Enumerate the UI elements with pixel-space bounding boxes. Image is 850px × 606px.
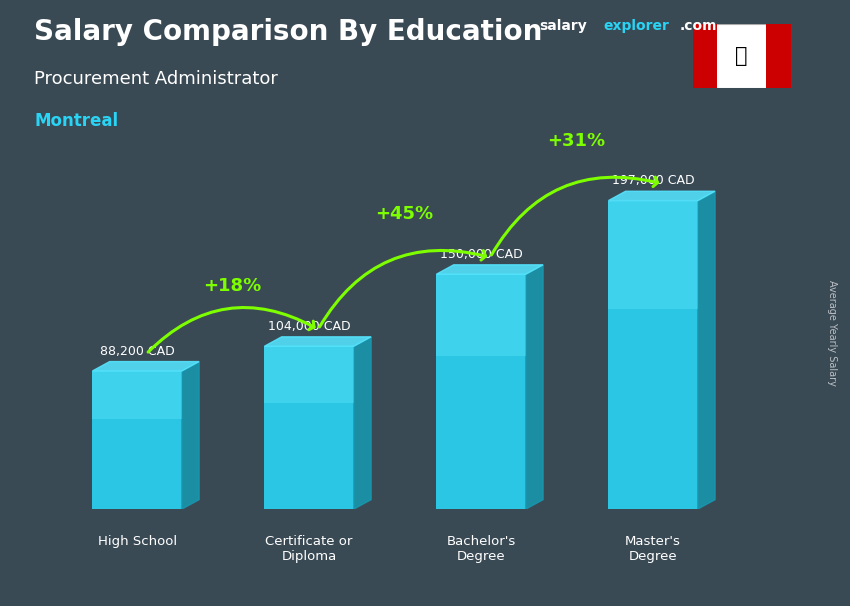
Bar xyxy=(264,346,354,509)
Bar xyxy=(436,274,526,509)
Bar xyxy=(766,24,790,88)
Text: Bachelor's
Degree: Bachelor's Degree xyxy=(446,535,516,564)
Text: +45%: +45% xyxy=(375,205,434,223)
Bar xyxy=(436,274,526,356)
Bar xyxy=(609,201,698,509)
Text: Montreal: Montreal xyxy=(34,112,118,130)
Polygon shape xyxy=(93,362,199,371)
Bar xyxy=(93,371,182,509)
Bar xyxy=(93,371,182,419)
Text: 104,000 CAD: 104,000 CAD xyxy=(268,320,350,333)
Text: Salary Comparison By Education: Salary Comparison By Education xyxy=(34,18,542,46)
Text: 150,000 CAD: 150,000 CAD xyxy=(439,248,523,261)
Text: High School: High School xyxy=(98,535,177,548)
Text: +31%: +31% xyxy=(547,132,605,150)
Polygon shape xyxy=(436,265,543,274)
Text: .com: .com xyxy=(680,19,717,33)
Text: explorer: explorer xyxy=(604,19,670,33)
Text: 🍁: 🍁 xyxy=(735,46,748,66)
Text: 197,000 CAD: 197,000 CAD xyxy=(612,175,694,187)
Polygon shape xyxy=(182,362,199,509)
Text: salary: salary xyxy=(540,19,587,33)
Polygon shape xyxy=(698,191,715,509)
Polygon shape xyxy=(264,337,371,346)
Text: Procurement Administrator: Procurement Administrator xyxy=(34,70,278,88)
Polygon shape xyxy=(526,265,543,509)
Bar xyxy=(264,346,354,403)
Polygon shape xyxy=(354,337,371,509)
Text: +18%: +18% xyxy=(203,277,261,295)
Bar xyxy=(609,201,698,308)
Text: Certificate or
Diploma: Certificate or Diploma xyxy=(265,535,353,564)
Polygon shape xyxy=(609,191,715,201)
Text: Master's
Degree: Master's Degree xyxy=(626,535,681,564)
Bar xyxy=(693,24,717,88)
Text: 88,200 CAD: 88,200 CAD xyxy=(99,345,174,358)
Text: Average Yearly Salary: Average Yearly Salary xyxy=(827,281,837,386)
